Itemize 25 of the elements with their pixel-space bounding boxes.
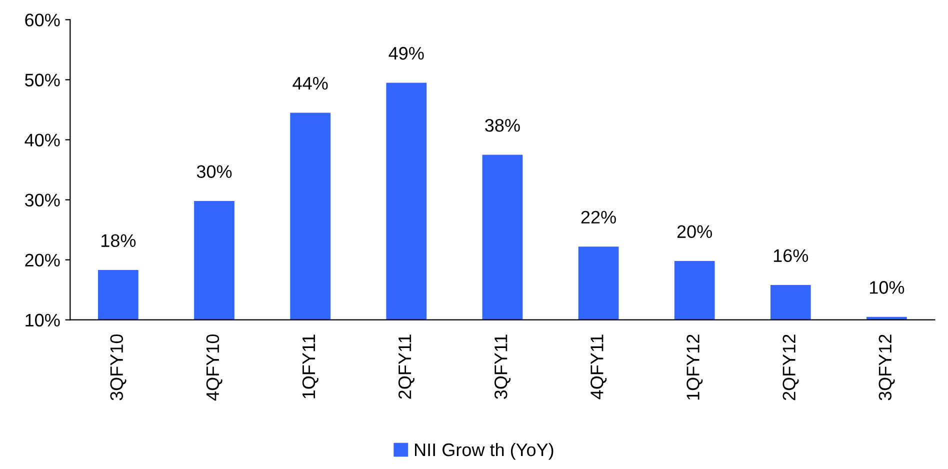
x-tick-label: 3QFY10 (110, 334, 126, 400)
data-label: 18% (101, 234, 136, 248)
x-tick-label: 2QFY12 (782, 334, 799, 400)
x-tick-label: 2QFY11 (398, 334, 414, 399)
y-tick-label: 20% (25, 254, 60, 267)
data-label: 30% (196, 165, 232, 178)
x-tick-label: 3QFY11 (494, 334, 511, 399)
data-label: 20% (677, 225, 712, 238)
x-tick-label: 1QFY12 (686, 334, 703, 400)
data-label: 49% (388, 46, 424, 60)
y-tick-label: 50% (25, 74, 60, 86)
y-tick-label: 10% (26, 314, 60, 327)
x-tick-label: 1QFY11 (302, 334, 318, 398)
x-tick-label: 4QFY11 (590, 334, 607, 400)
legend-label: NII Grow th (YoY) (415, 442, 554, 460)
y-tick-label: 30% (24, 194, 60, 207)
x-tick-label: 4QFY10 (206, 334, 222, 401)
data-label: 38% (485, 118, 520, 132)
data-label: 22% (581, 210, 616, 224)
y-tick-label: 60% (25, 14, 60, 26)
data-label: 44% (292, 77, 328, 90)
data-label: 16% (774, 249, 808, 262)
data-label: 10% (870, 281, 904, 294)
y-tick-label: 40% (24, 134, 60, 146)
x-tick-label: 3QFY12 (878, 334, 895, 400)
